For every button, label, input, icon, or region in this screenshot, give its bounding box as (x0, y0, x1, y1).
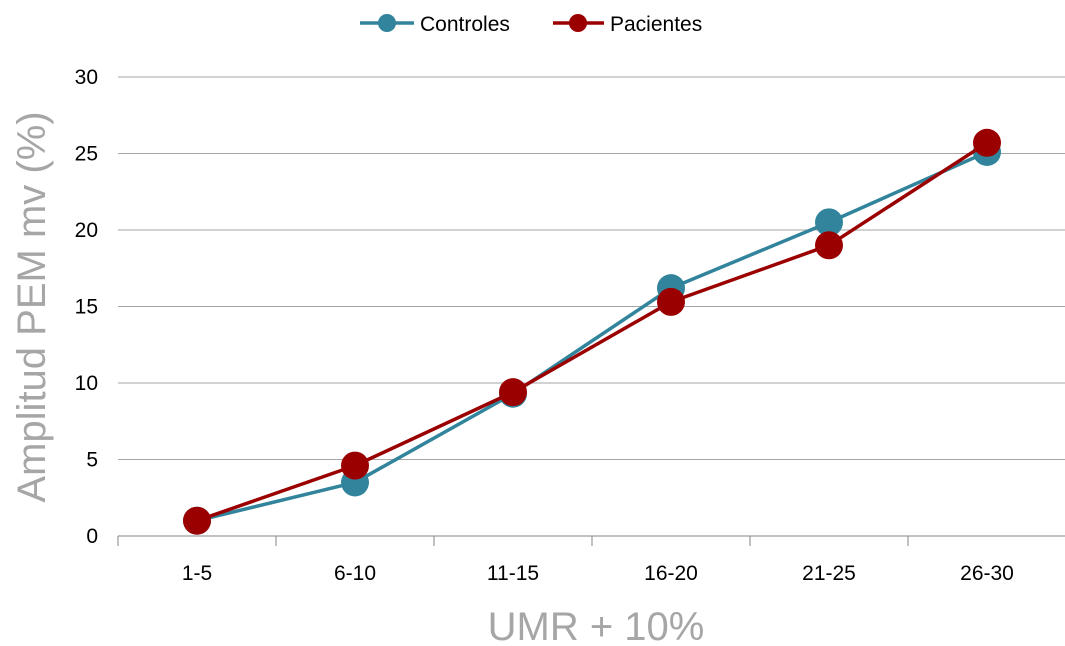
data-point-pacientes (499, 378, 527, 407)
data-point-pacientes (341, 451, 369, 480)
y-tick-label: 25 (75, 143, 98, 166)
y-tick-label: 0 (86, 525, 98, 548)
legend: Controles Pacientes (360, 13, 702, 36)
legend-label: Pacientes (610, 13, 702, 36)
y-tick-label: 5 (86, 449, 98, 472)
series-line-controles (196, 150, 988, 523)
data-point-controles (815, 208, 843, 237)
data-point-pacientes (815, 231, 843, 260)
y-axis-title: Amplitud PEM mv (%) (10, 111, 54, 502)
series-controles (183, 137, 1001, 535)
series-pacientes (183, 128, 1001, 535)
series-line-pacientes (196, 141, 988, 523)
legend-marker (569, 14, 587, 32)
x-tick-label: 1-5 (182, 562, 212, 585)
data-point-pacientes (973, 128, 1001, 157)
legend-label: Controles (420, 13, 510, 36)
gridlines (118, 76, 1065, 460)
x-tick-label: 6-10 (334, 562, 376, 585)
legend-item-controles: Controles (360, 13, 510, 36)
y-tick-label: 20 (75, 219, 98, 242)
data-point-pacientes (183, 506, 211, 535)
legend-item-pacientes: Pacientes (553, 13, 702, 36)
y-tick-label: 30 (75, 66, 98, 89)
y-tick-label: 15 (75, 296, 98, 319)
x-tick-label: 26-30 (960, 562, 1014, 585)
data-point-pacientes (657, 287, 685, 316)
y-tick-label: 10 (75, 372, 98, 395)
x-tick-label: 21-25 (802, 562, 856, 585)
axes: 0 5 10 15 20 25 30 1-5 6-10 11-15 16-20 21-25 26-30 (75, 66, 1065, 585)
x-axis-title: UMR + 10% (488, 605, 705, 646)
legend-marker (378, 14, 396, 32)
x-tick-label: 11-15 (487, 562, 539, 585)
x-tick-label: 16-20 (644, 562, 698, 585)
series-lines (183, 128, 1001, 535)
